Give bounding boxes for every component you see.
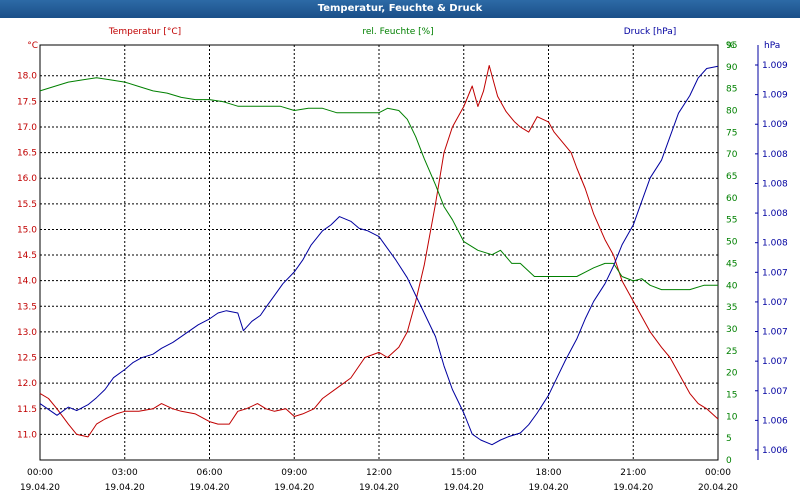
humidity-tick-label: 0 [726,456,732,466]
pressure-tick-label: 1.006 [762,446,788,456]
humidity-tick-label: 55 [726,216,737,226]
x-tick-label-time: 18:00 [536,468,562,478]
temperature-tick-label: 12.5 [17,354,37,364]
temperature-tick-label: 14.5 [17,251,37,261]
temperature-tick-label: 15.5 [17,200,37,210]
pressure-tick-label: 1.009 [762,91,788,101]
temperature-tick-label: 15.0 [17,225,37,235]
pressure-tick-label: 1.008 [762,150,788,160]
pressure-series-line [39,65,719,446]
x-tick-label-date: 19.04.20 [274,483,314,493]
x-tick-label-time: 00:00 [27,468,53,478]
pressure-tick-label: 1.007 [762,357,788,367]
x-tick-label-time: 21:00 [620,468,646,478]
humidity-tick-label: 85 [726,85,737,95]
humidity-tick-label: 15 [726,390,737,400]
pressure-tick-label: 1.007 [762,268,788,278]
humidity-tick-label: 65 [726,172,737,182]
x-tick-label-time: 03:00 [112,468,138,478]
temperature-tick-label: 11.5 [17,405,37,415]
humidity-unit-label: % [726,41,735,51]
x-tick-label-date: 19.04.20 [20,483,60,493]
x-tick-label-date: 19.04.20 [613,483,653,493]
x-tick-label-date: 19.04.20 [189,483,229,493]
grid [40,45,718,460]
x-tick-label-date: 19.04.20 [359,483,399,493]
temperature-tick-label: 16.0 [17,174,37,184]
humidity-tick-label: 35 [726,303,737,313]
humidity-tick-label: 20 [726,369,738,379]
x-tick-label-time: 12:00 [366,468,392,478]
axis-labels: 00:00 19.04.20 03:00 19.04.20 06:00 19.04.20 0… [17,41,788,493]
pressure-unit-label: hPa [764,41,780,51]
humidity-tick-label: 5 [726,434,732,444]
temperature-unit-label: °C [27,41,38,51]
series-layer [39,65,719,446]
x-tick-label-time: 06:00 [197,468,223,478]
pressure-tick-label: 1.008 [762,179,788,189]
temperature-series-label: Temperatur [°C] [108,27,181,37]
pressure-tick-label: 1.007 [762,387,788,397]
humidity-tick-label: 60 [726,194,738,204]
temperature-tick-label: 17.5 [17,97,37,107]
humidity-tick-label: 50 [726,238,738,248]
x-tick-label-date: 19.04.20 [105,483,145,493]
temperature-tick-label: 12.0 [17,379,37,389]
humidity-tick-label: 45 [726,259,737,269]
humidity-tick-label: 90 [726,63,738,73]
humidity-series-label: rel. Feuchte [%] [362,27,433,37]
temperature-tick-label: 13.0 [17,328,37,338]
pressure-tick-label: 1.009 [762,120,788,130]
pressure-tick-label: 1.008 [762,209,788,219]
pressure-tick-label: 1.007 [762,328,788,338]
temperature-tick-label: 13.5 [17,302,37,312]
humidity-tick-label: 10 [726,412,738,422]
humidity-tick-label: 95 [726,41,737,51]
pressure-tick-label: 1.008 [762,239,788,249]
temperature-series-line [39,65,719,438]
humidity-tick-label: 70 [726,150,738,160]
x-tick-label-time: 09:00 [281,468,307,478]
x-tick-label-time: 15:00 [451,468,477,478]
humidity-tick-label: 80 [726,107,738,117]
humidity-tick-label: 25 [726,347,737,357]
x-tick-label-time: 00:00 [705,468,731,478]
humidity-tick-label: 30 [726,325,738,335]
humidity-tick-label: 75 [726,128,737,138]
temperature-tick-label: 14.0 [17,277,37,287]
temperature-tick-label: 18.0 [17,72,37,82]
humidity-series-line [39,77,718,291]
pressure-tick-label: 1.009 [762,61,788,71]
pressure-series-label: Druck [hPa] [624,27,677,37]
pressure-tick-label: 1.006 [762,416,788,426]
temperature-tick-label: 17.0 [17,123,37,133]
x-tick-label-date: 19.04.20 [528,483,568,493]
x-tick-label-date: 19.04.20 [444,483,484,493]
pressure-tick-label: 1.007 [762,298,788,308]
temperature-tick-label: 16.5 [17,149,37,159]
chart-title: Temperatur, Feuchte & Druck [0,0,800,18]
temperature-tick-label: 11.0 [17,430,37,440]
x-tick-label-date: 20.04.20 [698,483,738,493]
plot-frame [39,44,719,461]
humidity-tick-label: 40 [726,281,738,291]
